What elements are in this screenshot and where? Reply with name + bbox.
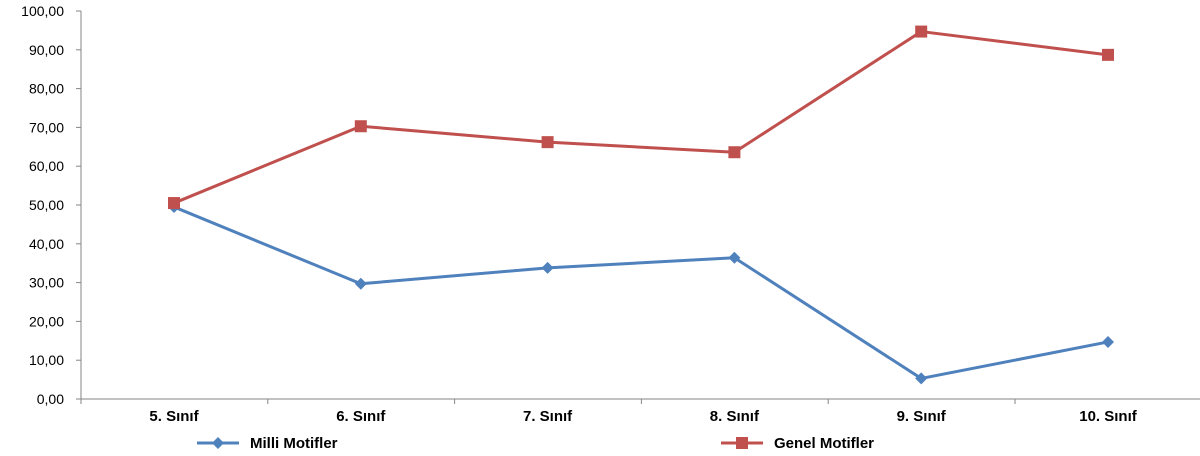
legend-label-0: Milli Motifler	[250, 435, 338, 452]
data-point-diamond	[541, 261, 554, 274]
data-point-diamond	[915, 372, 928, 385]
x-category-label: 5. Sınıf	[149, 408, 199, 425]
x-category-label: 6. Sınıf	[336, 408, 386, 425]
series-line-0	[173, 205, 1109, 380]
x-category-label: 8. Sınıf	[710, 408, 760, 425]
series-line-1	[173, 30, 1109, 205]
y-tick-label: 50,00	[29, 197, 64, 213]
series-layer	[168, 25, 1114, 385]
x-axis-ticks: 5. Sınıf 6. Sınıf 7. Sınıf 8. Sınıf 9. Sınıf…	[80, 399, 1138, 425]
y-tick-label: 70,00	[29, 119, 64, 135]
legend-label-1: Genel Motifler	[774, 435, 874, 452]
data-point-diamond	[1102, 335, 1114, 348]
data-point-diamond	[354, 277, 367, 290]
data-point-square	[354, 120, 367, 133]
data-point-square	[1102, 48, 1114, 61]
y-tick-label: 0,00	[37, 391, 64, 407]
data-point-square	[728, 146, 741, 159]
y-tick-label: 10,00	[29, 352, 64, 368]
data-point-square	[541, 136, 554, 149]
y-tick-label: 100,00	[21, 3, 64, 19]
data-point-square	[168, 197, 180, 210]
data-point-square	[915, 25, 928, 38]
legend-marker-diamond	[212, 437, 224, 449]
y-tick-label: 60,00	[29, 158, 64, 174]
legend-marker-square	[736, 437, 748, 449]
y-axis-ticks: 0,00 10,00 20,00 30,00 40,00 50,00 60,00 70,00 8…	[21, 3, 81, 407]
x-category-label: 7. Sınıf	[523, 408, 573, 425]
y-tick-label: 20,00	[29, 313, 64, 329]
x-category-label: 10. Sınıf	[1079, 408, 1138, 425]
y-tick-label: 80,00	[29, 81, 64, 97]
y-tick-label: 40,00	[29, 236, 64, 252]
y-tick-label: 90,00	[29, 42, 64, 58]
y-tick-label: 30,00	[29, 275, 64, 291]
data-point-diamond	[728, 251, 741, 264]
x-category-label: 9. Sınıf	[897, 408, 947, 425]
legend: Milli Motifler Genel Motifler	[197, 435, 874, 452]
